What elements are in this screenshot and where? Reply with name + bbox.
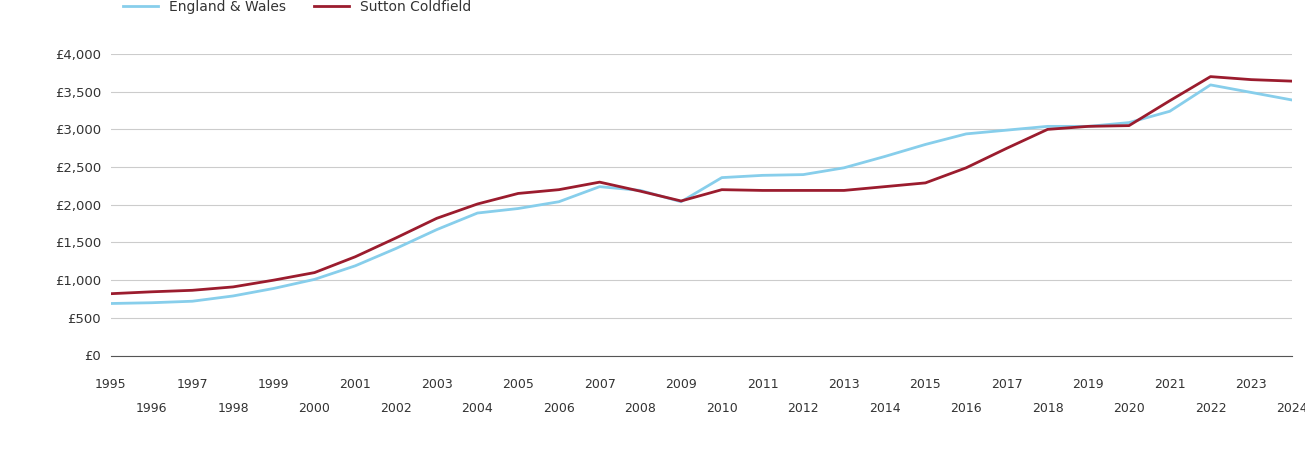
England & Wales bbox=[144, 300, 159, 306]
Text: 2006: 2006 bbox=[543, 402, 574, 415]
Text: 2009: 2009 bbox=[666, 378, 697, 391]
England & Wales bbox=[877, 154, 893, 159]
Sutton Coldfield bbox=[754, 188, 770, 193]
Sutton Coldfield bbox=[307, 270, 322, 275]
England & Wales bbox=[226, 293, 241, 299]
Text: 2024: 2024 bbox=[1276, 402, 1305, 415]
Sutton Coldfield bbox=[103, 291, 119, 297]
England & Wales bbox=[673, 199, 689, 204]
England & Wales bbox=[266, 286, 282, 291]
Text: 2008: 2008 bbox=[624, 402, 656, 415]
England & Wales bbox=[551, 199, 566, 204]
England & Wales bbox=[1284, 97, 1300, 103]
Sutton Coldfield bbox=[591, 180, 607, 185]
England & Wales bbox=[103, 301, 119, 306]
Text: 1995: 1995 bbox=[95, 378, 127, 391]
Text: 2019: 2019 bbox=[1073, 378, 1104, 391]
Sutton Coldfield bbox=[1000, 145, 1015, 151]
Text: 1998: 1998 bbox=[218, 402, 249, 415]
England & Wales bbox=[347, 263, 363, 269]
Sutton Coldfield bbox=[551, 187, 566, 193]
Line: England & Wales: England & Wales bbox=[111, 85, 1292, 303]
Text: 2012: 2012 bbox=[787, 402, 820, 415]
Sutton Coldfield bbox=[144, 289, 159, 294]
England & Wales bbox=[1244, 90, 1259, 95]
England & Wales bbox=[958, 131, 974, 137]
Text: 2011: 2011 bbox=[746, 378, 778, 391]
Sutton Coldfield bbox=[347, 254, 363, 260]
Sutton Coldfield bbox=[388, 235, 403, 241]
Text: 2022: 2022 bbox=[1194, 402, 1227, 415]
Sutton Coldfield bbox=[470, 201, 485, 207]
England & Wales bbox=[837, 165, 852, 171]
Sutton Coldfield bbox=[1161, 98, 1177, 104]
Text: 2023: 2023 bbox=[1236, 378, 1267, 391]
Sutton Coldfield bbox=[877, 184, 893, 189]
Text: 2014: 2014 bbox=[869, 402, 900, 415]
Text: 2020: 2020 bbox=[1113, 402, 1144, 415]
England & Wales bbox=[184, 298, 200, 304]
Sutton Coldfield bbox=[1284, 78, 1300, 84]
Text: 1997: 1997 bbox=[176, 378, 209, 391]
Sutton Coldfield bbox=[226, 284, 241, 290]
Text: 1999: 1999 bbox=[258, 378, 290, 391]
Legend: England & Wales, Sutton Coldfield: England & Wales, Sutton Coldfield bbox=[117, 0, 476, 20]
England & Wales bbox=[1000, 127, 1015, 133]
Sutton Coldfield bbox=[1040, 127, 1056, 132]
Text: 2013: 2013 bbox=[829, 378, 860, 391]
Text: 2016: 2016 bbox=[950, 402, 981, 415]
Sutton Coldfield bbox=[184, 288, 200, 293]
England & Wales bbox=[510, 206, 526, 211]
Sutton Coldfield bbox=[796, 188, 812, 193]
Text: 2000: 2000 bbox=[299, 402, 330, 415]
Text: 1996: 1996 bbox=[136, 402, 167, 415]
Text: 2004: 2004 bbox=[462, 402, 493, 415]
Text: 2017: 2017 bbox=[990, 378, 1023, 391]
Text: 2005: 2005 bbox=[502, 378, 534, 391]
England & Wales bbox=[388, 246, 403, 251]
England & Wales bbox=[307, 277, 322, 282]
Sutton Coldfield bbox=[1203, 74, 1219, 79]
Sutton Coldfield bbox=[1081, 124, 1096, 129]
Sutton Coldfield bbox=[714, 187, 729, 193]
England & Wales bbox=[796, 172, 812, 177]
Sutton Coldfield bbox=[837, 188, 852, 193]
Line: Sutton Coldfield: Sutton Coldfield bbox=[111, 76, 1292, 294]
Sutton Coldfield bbox=[917, 180, 933, 185]
England & Wales bbox=[1161, 108, 1177, 114]
England & Wales bbox=[1081, 124, 1096, 129]
England & Wales bbox=[591, 184, 607, 189]
Sutton Coldfield bbox=[429, 216, 445, 221]
Text: 2010: 2010 bbox=[706, 402, 737, 415]
England & Wales bbox=[633, 188, 649, 193]
Sutton Coldfield bbox=[673, 198, 689, 204]
Sutton Coldfield bbox=[958, 165, 974, 171]
England & Wales bbox=[1040, 124, 1056, 129]
Sutton Coldfield bbox=[633, 189, 649, 194]
England & Wales bbox=[470, 210, 485, 216]
England & Wales bbox=[1203, 82, 1219, 88]
England & Wales bbox=[429, 227, 445, 232]
Sutton Coldfield bbox=[510, 191, 526, 196]
Sutton Coldfield bbox=[1244, 77, 1259, 82]
Text: 2002: 2002 bbox=[380, 402, 412, 415]
England & Wales bbox=[917, 142, 933, 147]
Text: 2003: 2003 bbox=[420, 378, 453, 391]
England & Wales bbox=[754, 173, 770, 178]
England & Wales bbox=[714, 175, 729, 180]
Text: 2001: 2001 bbox=[339, 378, 371, 391]
Text: 2007: 2007 bbox=[583, 378, 616, 391]
Text: 2015: 2015 bbox=[910, 378, 941, 391]
Sutton Coldfield bbox=[266, 277, 282, 283]
Text: 2021: 2021 bbox=[1154, 378, 1185, 391]
Text: 2018: 2018 bbox=[1032, 402, 1064, 415]
Sutton Coldfield bbox=[1121, 123, 1137, 128]
England & Wales bbox=[1121, 120, 1137, 125]
